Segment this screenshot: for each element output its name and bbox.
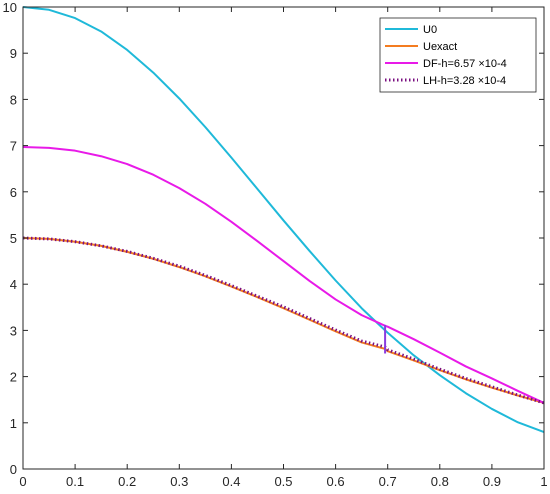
x-tick-label: 0.1: [66, 474, 84, 489]
y-tick-label: 7: [10, 139, 17, 154]
series-line-0: [22, 6, 545, 433]
x-tick-label: 0.5: [274, 474, 292, 489]
x-tick-label: 0: [19, 474, 26, 489]
x-tick-label: 1: [540, 474, 547, 489]
y-tick-label: 6: [10, 185, 17, 200]
x-tick-label: 0.2: [118, 474, 136, 489]
series-line-2: [22, 145, 545, 404]
legend-label-3: LH-h=3.28 ×10-4: [423, 75, 506, 87]
y-tick-label: 8: [10, 92, 17, 107]
y-tick-label: 4: [10, 277, 17, 292]
y-tick-label: 5: [10, 231, 17, 246]
x-tick-label: 0.9: [483, 474, 501, 489]
legend-label-1: Uexact: [423, 41, 457, 53]
x-axis: 0 0.1 0.2 0.3 0.4 0.5 0.6 0.7 0.8 0.9 1: [19, 7, 548, 489]
y-tick-label: 3: [10, 323, 17, 338]
y-tick-label: 9: [10, 46, 17, 61]
x-tick-label: 0.4: [222, 474, 240, 489]
x-tick-label: 0.6: [327, 474, 345, 489]
x-tick-label: 0.8: [431, 474, 449, 489]
y-axis: 0 1 2 3 4 5 6 7 8 9 10: [3, 0, 544, 477]
y-tick-label: 10: [3, 0, 17, 15]
y-tick-label: 0: [10, 462, 17, 477]
y-tick-label: 1: [10, 416, 17, 431]
legend: U0 Uexact DF-h=6.57 ×10-4 LH-h=3.28 ×10-4: [379, 17, 537, 93]
y-tick-label: 2: [10, 370, 17, 385]
x-tick-label: 0.7: [379, 474, 397, 489]
legend-label-0: U0: [423, 24, 437, 36]
series-layer: [22, 6, 545, 433]
legend-label-2: DF-h=6.57 ×10-4: [423, 58, 507, 70]
x-tick-label: 0.3: [170, 474, 188, 489]
